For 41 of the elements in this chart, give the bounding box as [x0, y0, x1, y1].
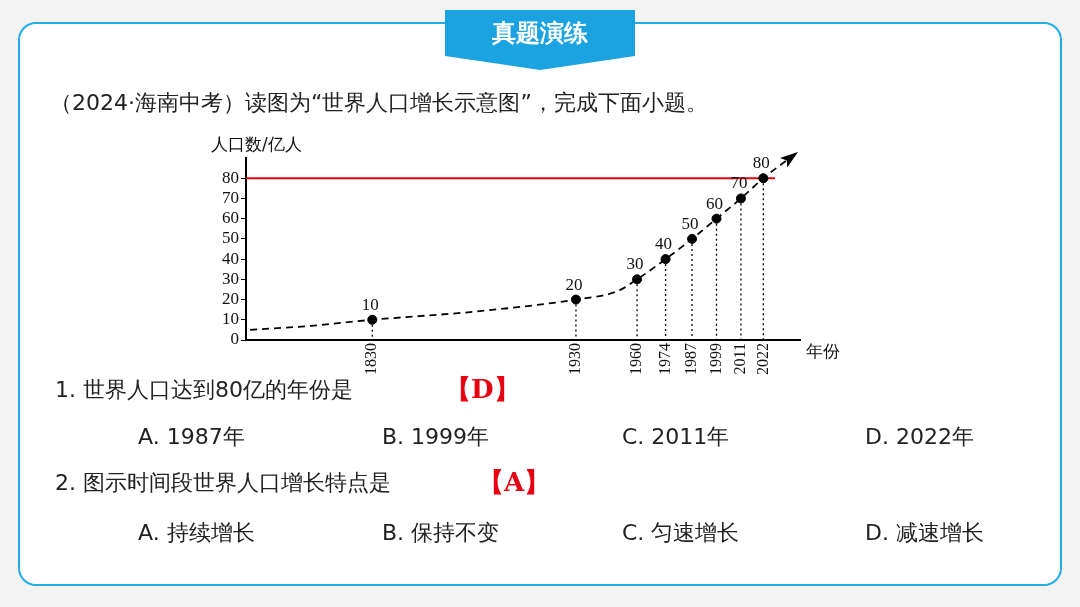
text: C. 匀速增长: [622, 519, 740, 547]
x-tick-label: 1974: [655, 343, 673, 375]
y-tick-label: 20: [222, 289, 239, 309]
x-tick-label: 2022: [753, 343, 771, 375]
x-tick-label: 2011: [731, 343, 749, 375]
chart-title: （2024·海南中考）读图为“世界人口增长示意图”，完成下面小题。: [50, 89, 708, 117]
y-tick-label: 30: [222, 268, 239, 288]
data-label: 80: [752, 153, 770, 173]
data-label: 20: [565, 274, 583, 294]
data-label: 40: [655, 234, 673, 254]
data-label: 10: [361, 294, 379, 314]
text: A. 持续增长: [138, 519, 255, 547]
data-label: 70: [730, 173, 748, 193]
text: 【A】: [478, 466, 551, 499]
data-label: 30: [626, 254, 644, 274]
data-label: 60: [705, 193, 723, 213]
x-tick-label: 1930: [566, 343, 584, 375]
y-axis-title: 人口数/亿人: [211, 133, 302, 154]
x-tick-label: 1830: [362, 343, 380, 375]
text: D. 2022年: [865, 423, 974, 451]
y-tick-label: 0: [230, 329, 239, 349]
y-tick-label: 10: [222, 309, 239, 329]
text: 真题演练: [445, 10, 635, 56]
y-tick-label: 80: [222, 167, 239, 187]
text: 1. 世界人口达到80亿的年份是: [55, 376, 353, 404]
text: 2. 图示时间段世界人口增长特点是: [55, 469, 391, 497]
y-tick-label: 40: [222, 248, 239, 268]
x-tick-label: 1960: [627, 343, 645, 375]
text: D. 减速增长: [865, 519, 984, 547]
text: 【D】: [445, 373, 520, 406]
x-tick-label: 1987: [682, 343, 700, 375]
y-tick-label: 50: [222, 228, 239, 248]
text: B. 保持不变: [382, 519, 500, 547]
x-axis-title: 年份: [806, 340, 840, 361]
x-tick-label: 1999: [706, 343, 724, 375]
text: A. 1987年: [138, 423, 245, 451]
data-label: 50: [681, 213, 699, 233]
text: C. 2011年: [622, 423, 730, 451]
y-tick-label: 60: [222, 208, 239, 228]
text: B. 1999年: [382, 423, 490, 451]
y-tick-label: 70: [222, 187, 239, 207]
